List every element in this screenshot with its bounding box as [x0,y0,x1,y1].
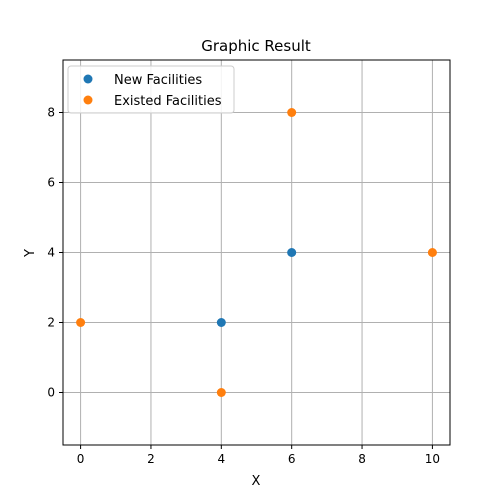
data-point [287,108,297,117]
y-tick-label: 0 [47,386,55,400]
x-tick-label: 2 [147,452,155,466]
y-tick-label: 4 [47,246,55,260]
x-tick-label: 10 [425,452,440,466]
legend-marker [83,95,93,105]
y-tick-label: 8 [47,106,55,120]
y-tick-label: 2 [47,316,55,330]
data-point [216,318,226,327]
data-points [76,108,437,397]
x-tick-label: 0 [77,452,85,466]
grid-lines [63,60,450,445]
legend-marker [83,74,93,84]
legend-label: New Facilities [114,73,202,88]
x-axis-label: X [252,474,261,489]
legend-box [67,65,235,114]
chart-title: Graphic Result [201,37,311,55]
axis-ticks: 0 2 4 6 8 10 0 2 4 6 8 [47,106,440,467]
x-tick-label: 6 [288,452,296,466]
x-tick-label: 4 [217,452,225,466]
x-tick-label: 8 [358,452,366,466]
y-tick-label: 6 [47,176,55,190]
data-point [76,318,86,327]
legend: New Facilities Existed Facilities [67,65,235,114]
legend-label: Existed Facilities [114,94,222,109]
data-point [427,248,437,257]
data-point [216,388,226,397]
y-axis-label: Y [23,249,38,258]
data-point [287,248,297,257]
